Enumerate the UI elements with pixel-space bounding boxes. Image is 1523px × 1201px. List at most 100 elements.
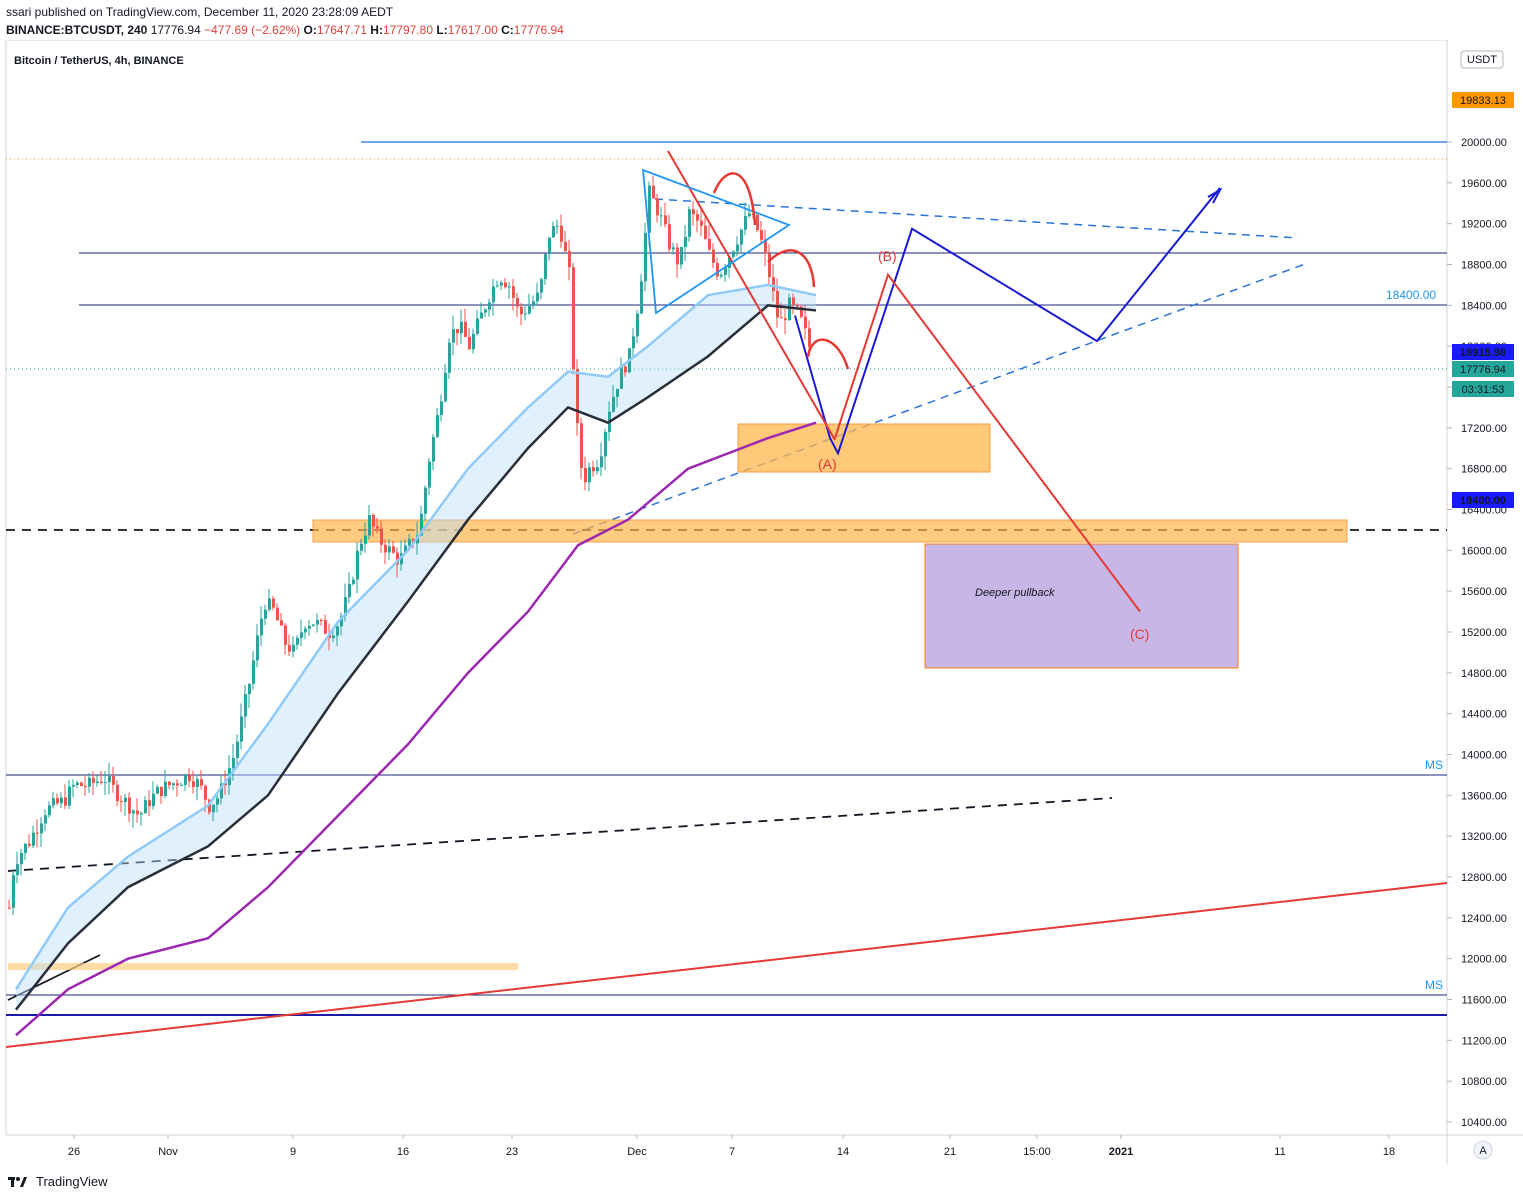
- candle-body: [304, 628, 307, 633]
- time-tick-label: 26: [68, 1146, 80, 1158]
- candle-body: [708, 238, 711, 250]
- candle-body: [692, 209, 695, 215]
- candle-body: [360, 543, 363, 551]
- price-tag-countdown: 03:31:53: [1452, 381, 1514, 397]
- candle-body: [728, 256, 731, 268]
- last-price: 17776.94: [150, 23, 201, 37]
- candle-body: [120, 801, 123, 803]
- svg-text:18915.98: 18915.98: [1460, 347, 1506, 359]
- zones: [8, 423, 1348, 970]
- candle-body: [344, 597, 347, 616]
- chart-canvas[interactable]: Bitcoin / TetherUS, 4h, BINANCE 20000.00…: [0, 40, 1523, 1164]
- ma-black: [15, 304, 817, 1011]
- price-tick-label: 16800.00: [1461, 464, 1507, 476]
- wave-a-label: (A): [818, 456, 837, 472]
- candle-body: [176, 783, 179, 786]
- candle-body: [196, 779, 199, 788]
- price-tick-label: 17200.00: [1461, 423, 1507, 435]
- candle-body: [572, 267, 575, 369]
- candle-body: [440, 401, 443, 415]
- candle-body: [372, 514, 375, 527]
- price-tick-label: 14400.00: [1461, 709, 1507, 721]
- price-axis[interactable]: 20000.00 19600.00 19200.00 18800.00 18400.00…: [1447, 137, 1507, 1129]
- blue-projection-path: [794, 187, 1221, 456]
- currency-button[interactable]: USDT: [1460, 50, 1504, 69]
- candle-body: [516, 297, 519, 307]
- candle-body: [56, 798, 59, 804]
- candle-body: [536, 292, 539, 302]
- candle-body: [656, 198, 659, 216]
- candle-body: [352, 579, 355, 584]
- candle-body: [756, 214, 759, 231]
- time-axis[interactable]: 26 Nov 9 16 23 Dec 7 14 21 15:00 2021 11 18: [68, 1135, 1395, 1158]
- candle-body: [172, 783, 175, 786]
- open-value: 17647.71: [316, 23, 367, 37]
- candle-body: [804, 316, 807, 329]
- currency-label: USDT: [1467, 54, 1497, 66]
- time-tick-label: 9: [290, 1146, 296, 1158]
- candle-body: [332, 635, 335, 639]
- candle-body: [188, 774, 191, 782]
- publish-line: ssari published on TradingView.com, Dece…: [6, 5, 394, 19]
- candle-body: [396, 552, 399, 565]
- candle-body: [616, 388, 619, 397]
- candle-body: [520, 306, 523, 315]
- candle-body: [272, 598, 275, 608]
- auto-scale-button[interactable]: A: [1473, 1140, 1493, 1160]
- candle-body: [68, 786, 71, 806]
- candle-body: [88, 777, 91, 787]
- low-value: 17617.00: [447, 23, 498, 37]
- time-tick-label: 14: [837, 1146, 849, 1158]
- blue-triangle: [641, 168, 791, 315]
- candle-body: [432, 436, 435, 462]
- candle-body: [160, 786, 163, 797]
- candle-body: [716, 262, 719, 277]
- zone-upper: [737, 423, 991, 473]
- candle-body: [428, 461, 431, 488]
- candle-body: [472, 333, 475, 350]
- candle-body: [236, 741, 239, 758]
- svg-text:17776.94: 17776.94: [1460, 364, 1506, 376]
- candle-body: [456, 329, 459, 334]
- candle-body: [140, 813, 143, 815]
- candle-body: [216, 798, 219, 805]
- candle-body: [164, 781, 167, 797]
- candle-body: [500, 282, 503, 286]
- red-arc-2: [767, 249, 816, 288]
- candle-body: [760, 230, 763, 240]
- candle-body: [288, 645, 291, 652]
- candle-body: [636, 313, 639, 337]
- zone-mid: [312, 519, 1348, 543]
- candle-body: [296, 637, 299, 645]
- zone-low-band: [8, 963, 518, 970]
- candle-body: [696, 214, 699, 221]
- candle-body: [452, 329, 455, 343]
- ma-ribbon: [16, 284, 816, 1010]
- low-label: L:: [436, 23, 448, 37]
- candle-body: [604, 431, 607, 457]
- candle-body: [24, 843, 27, 853]
- candle-body: [712, 249, 715, 263]
- black-dashed-trendline: [7, 797, 1113, 872]
- candle-body: [40, 823, 43, 834]
- candle-body: [556, 225, 559, 227]
- price-tick-label: 12400.00: [1461, 913, 1507, 925]
- candle-body: [424, 487, 427, 514]
- candle-body: [632, 336, 635, 349]
- tradingview-logo[interactable]: TradingView: [8, 1174, 108, 1189]
- candle-body: [700, 220, 703, 226]
- svg-text:18400.00: 18400.00: [1460, 495, 1506, 507]
- level-label: 18400.00: [1386, 288, 1436, 302]
- candle-body: [704, 225, 707, 239]
- ms-label-upper: MS: [1425, 758, 1443, 772]
- candle-body: [748, 213, 751, 217]
- ma-purple: [15, 421, 817, 1037]
- high-label: H:: [370, 23, 383, 37]
- candle-body: [156, 786, 159, 794]
- candle-body: [192, 781, 195, 788]
- candle-body: [76, 782, 79, 785]
- blue-arrow-head: [1207, 187, 1223, 204]
- candle-body: [380, 528, 383, 545]
- red-arc-3: [806, 338, 850, 370]
- candle-body: [740, 229, 743, 245]
